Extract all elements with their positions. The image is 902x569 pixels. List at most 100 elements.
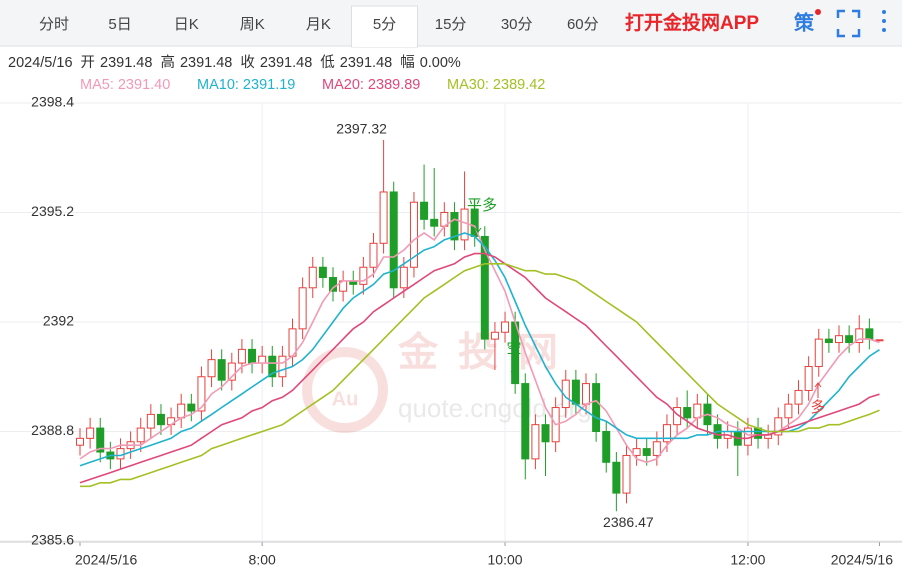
info-value: 0.00%: [420, 55, 461, 71]
candle-body: [369, 242, 378, 268]
fullscreen-corner: [852, 29, 861, 38]
x-tick-label: 10:00: [488, 552, 523, 568]
candle-body: [227, 362, 236, 381]
more-dot: [882, 19, 886, 23]
tab[interactable]: 日K: [174, 16, 199, 33]
candle-body: [146, 413, 155, 429]
x-tick-label: 2024/5/16: [75, 552, 137, 568]
candle-body: [855, 328, 864, 344]
signal-arrow-head: [474, 227, 482, 233]
candle-body: [278, 355, 287, 378]
y-tick-label: 2388.8: [31, 422, 74, 438]
ma-line: [79, 252, 880, 484]
ma-line: [80, 263, 880, 488]
info-value: 2391.48: [340, 55, 392, 71]
x-tick-label: 12:00: [730, 552, 765, 568]
candle-body: [541, 424, 550, 443]
trade-signal: 平多: [467, 197, 497, 214]
candle-body: [86, 427, 95, 439]
legend-entry: MA30: 2389.42: [447, 77, 545, 93]
tab[interactable]: 分时: [39, 16, 69, 33]
candle-body: [642, 448, 651, 456]
candle-body: [612, 461, 621, 494]
candle-body: [662, 424, 671, 443]
legend-entry: MA5: 2391.40: [80, 77, 170, 93]
candle-body: [693, 403, 702, 419]
candle-body: [622, 454, 631, 494]
fullscreen-icon[interactable]: [836, 9, 861, 38]
candle-body: [258, 355, 267, 364]
candle-body: [824, 338, 833, 344]
ma-line: [79, 232, 880, 467]
candle-body: [420, 201, 429, 220]
x-tick-label: 2024/5/16: [831, 552, 893, 568]
legend-entry: MA20: 2389.89: [322, 77, 420, 93]
brand-link[interactable]: 打开金投网APP: [625, 11, 759, 34]
candle-body: [804, 365, 813, 391]
candle-body: [116, 448, 125, 460]
info-date: 2024/5/16: [8, 55, 73, 71]
candle-body: [177, 403, 186, 419]
candle-body: [602, 431, 611, 463]
fullscreen-corner: [836, 29, 845, 38]
candle-body: [318, 266, 327, 279]
watermark-logo: [302, 347, 388, 433]
candle-body: [207, 359, 216, 378]
candle-body: [359, 266, 368, 285]
y-tick-label: 2392: [43, 313, 74, 329]
tab[interactable]: 周K: [240, 16, 265, 33]
y-tick-label: 2395.2: [31, 203, 74, 219]
candle-body: [835, 335, 843, 344]
candle-body: [217, 359, 226, 381]
low-label: 2386.47: [603, 514, 654, 530]
tab[interactable]: 5日: [108, 16, 131, 33]
candle-body: [683, 407, 692, 419]
info-label: 高: [160, 54, 175, 71]
info-value: 2391.48: [180, 55, 232, 71]
candle-body: [389, 191, 398, 289]
info-label: 开: [81, 55, 96, 71]
info-value: 2391.48: [100, 55, 152, 71]
tab-bar: [0, 0, 902, 46]
candle-body: [329, 277, 337, 292]
y-tick-label: 2385.6: [31, 532, 74, 548]
more-dot: [882, 10, 886, 14]
active-tab: [351, 5, 418, 48]
candle-body: [632, 448, 641, 456]
signal-arrow-head: [510, 370, 518, 376]
y-tick-label: 2398.4: [31, 94, 74, 110]
tab[interactable]: 15分: [435, 16, 467, 33]
info-value: 2391.48: [260, 55, 312, 71]
candle-body: [379, 191, 388, 244]
tab[interactable]: 5分: [373, 16, 396, 33]
candle-body: [480, 235, 489, 340]
watermark-logo-text: Au: [332, 388, 359, 410]
candle-body: [875, 339, 884, 342]
tab[interactable]: 月K: [306, 16, 331, 33]
candle-body: [450, 212, 459, 241]
info-label: 低: [320, 54, 335, 71]
tab[interactable]: 30分: [501, 16, 533, 33]
fullscreen-corner: [836, 9, 845, 18]
candle-body: [652, 441, 661, 456]
candle-body: [399, 266, 408, 289]
trade-signal: 多: [810, 399, 825, 416]
candle-body: [197, 376, 206, 412]
candle-body: [187, 403, 196, 412]
candle-body: [784, 403, 793, 419]
strategy-icon[interactable]: 策: [794, 10, 815, 34]
candle-body: [582, 383, 590, 405]
candle-body: [96, 427, 105, 453]
candle-body: [845, 335, 854, 344]
candle-body: [430, 218, 439, 227]
candle-body: [308, 266, 317, 289]
candle-body: [76, 437, 84, 446]
candle-body: [774, 417, 783, 436]
candle-body: [156, 413, 165, 426]
candle-body: [237, 348, 246, 364]
tab[interactable]: 60分: [567, 16, 599, 33]
legend-entry: MA10: 2391.19: [197, 77, 295, 93]
candle-body: [268, 355, 277, 378]
